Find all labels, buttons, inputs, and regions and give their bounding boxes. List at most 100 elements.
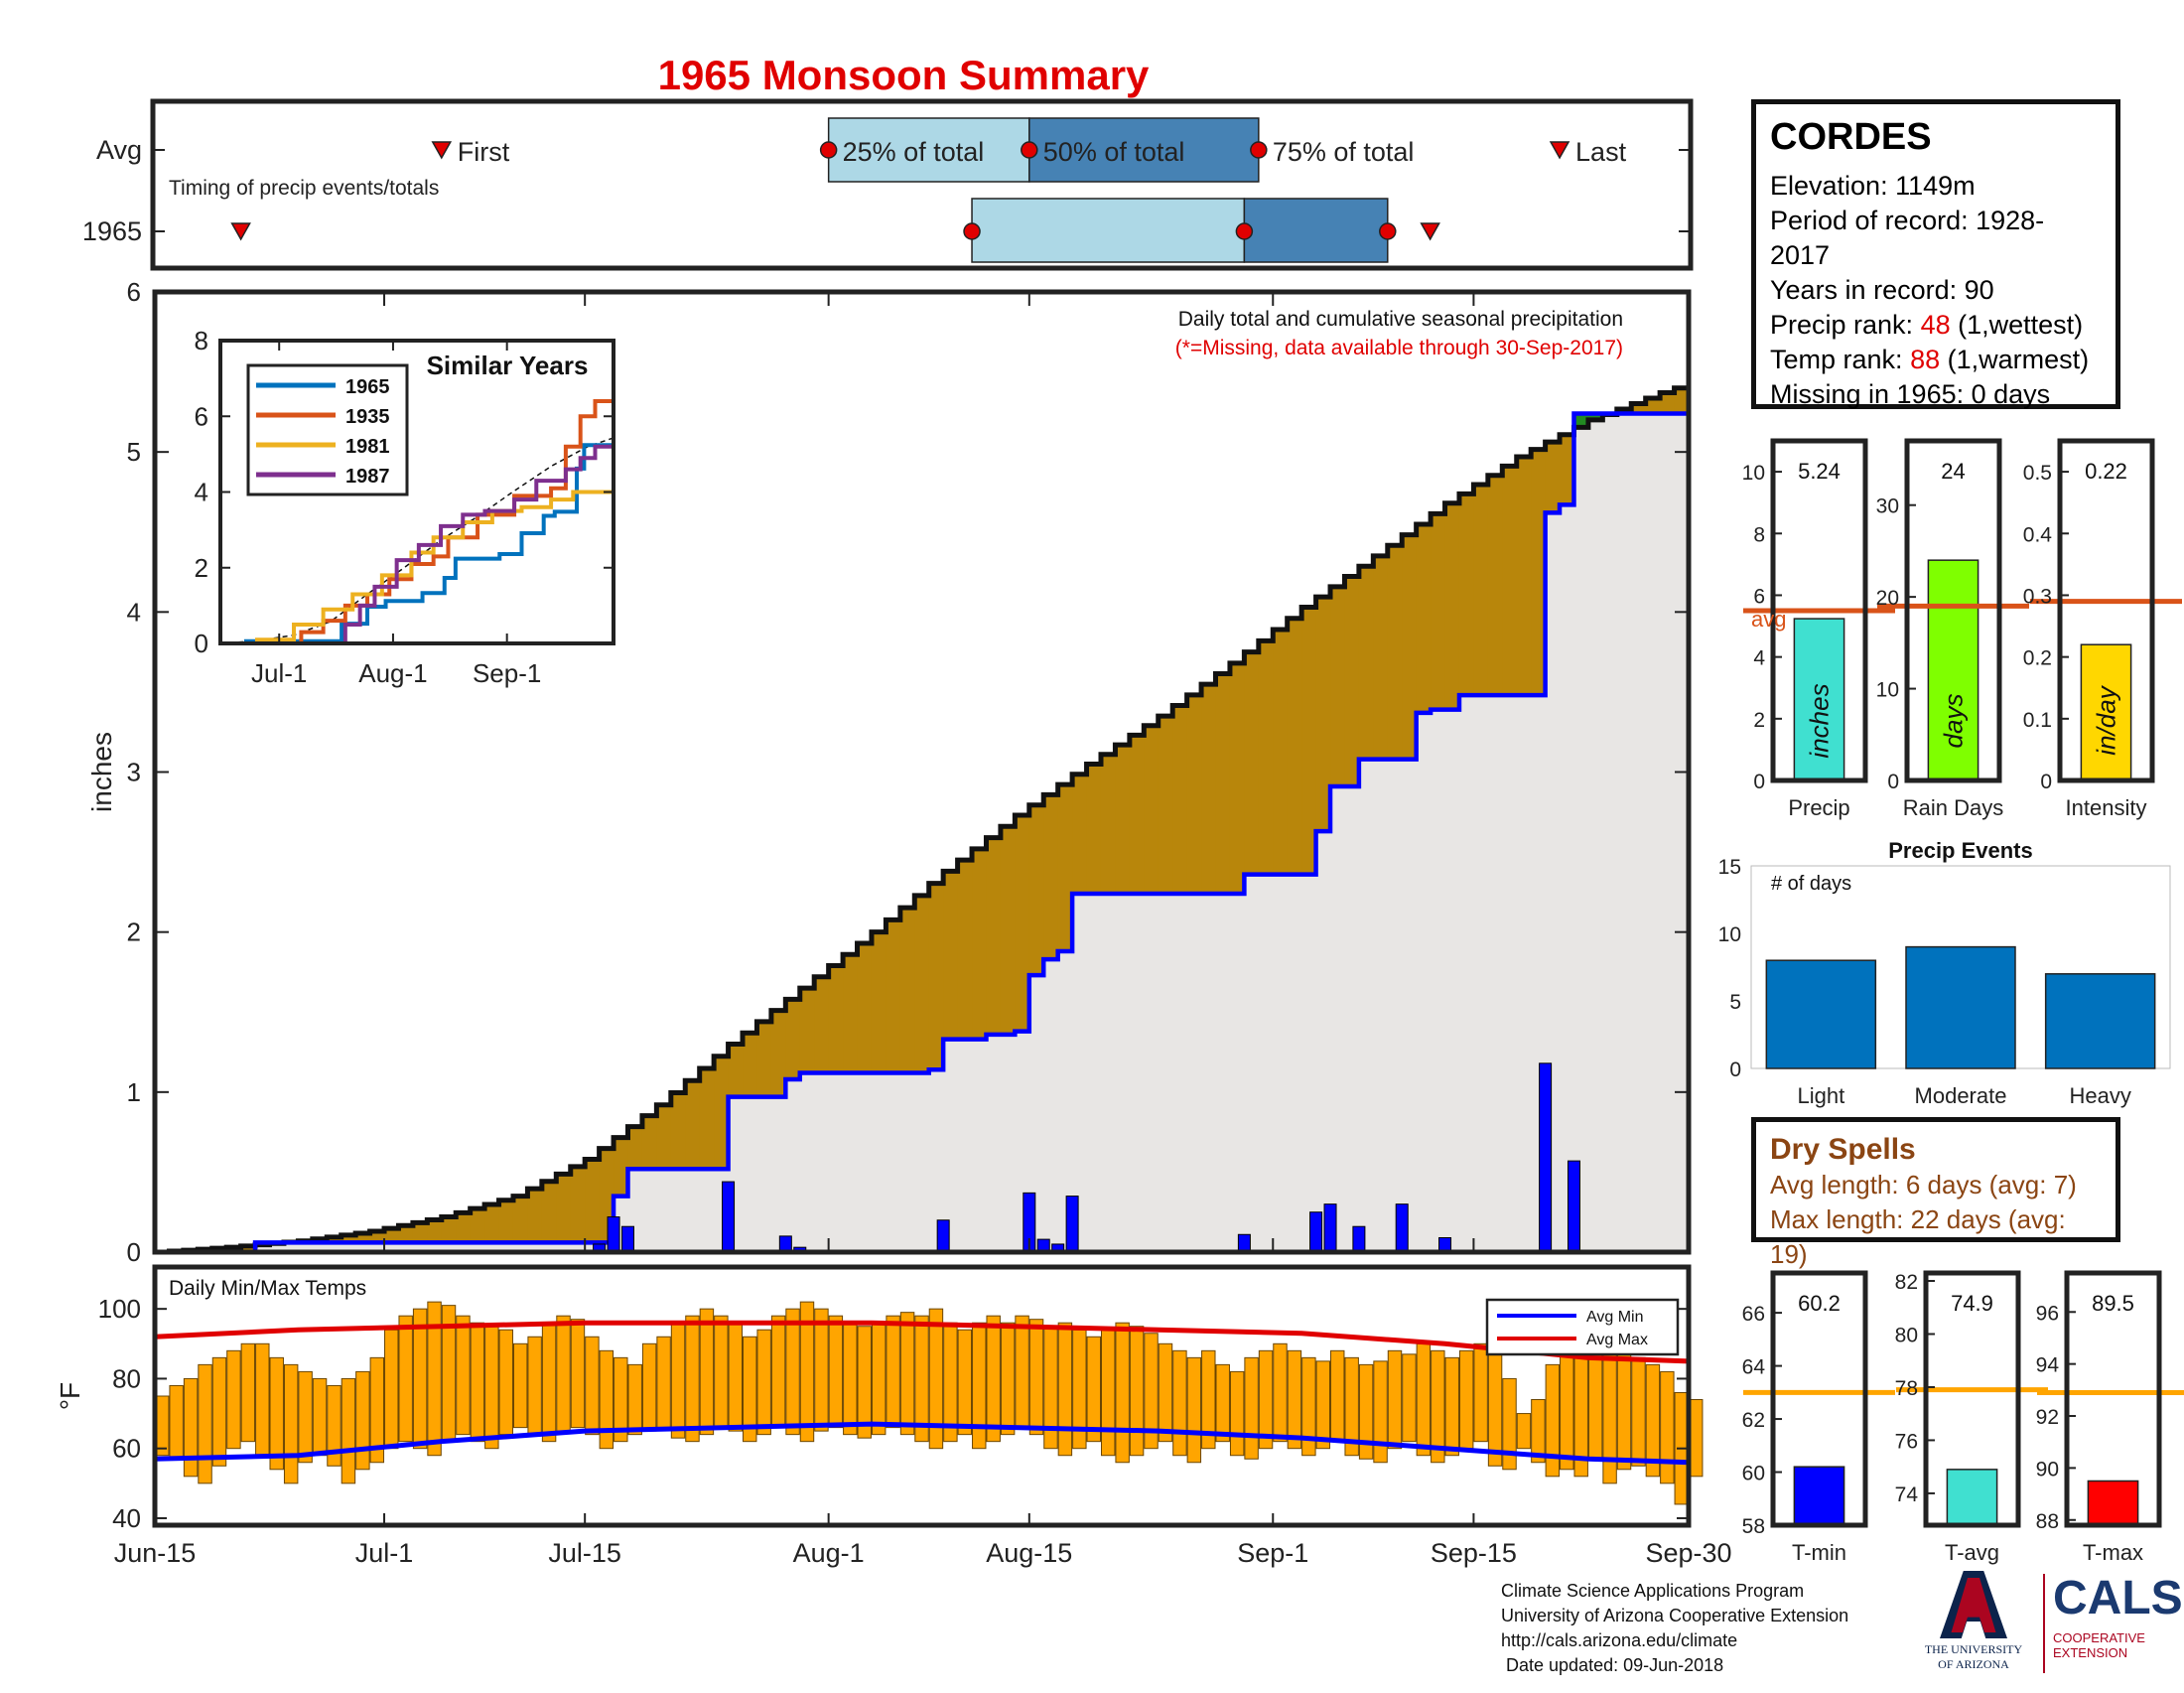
daily-precip-bar [1396,1204,1408,1252]
stat-xlabel: T-avg [1945,1540,1999,1565]
daily-temp-bar [571,1320,584,1428]
daily-temp-bar [973,1323,986,1448]
cum-annotation: Daily total and cumulative seasonal prec… [1178,308,1623,331]
daily-temp-bar [686,1316,699,1441]
stat-xlabel: Precip [1788,795,1849,820]
daily-temp-bar [1445,1357,1458,1455]
event-category-label: Light [1797,1083,1844,1108]
daily-precip-bar [723,1182,735,1252]
above-normal-deficit-fill [1473,485,1488,695]
avg-25-marker [821,142,837,158]
stat-value-label: 74.9 [1951,1291,1993,1316]
daily-temp-bar [299,1371,312,1462]
daily-temp-bar [915,1316,928,1441]
above-normal-deficit-fill [843,954,858,1072]
above-normal-deficit-fill [1159,716,1173,894]
stat-ytick-label: 30 [1876,495,1899,518]
above-normal-deficit-fill [1216,674,1231,894]
temps-legend-box [1487,1300,1678,1354]
stat-value-label: 24 [1941,459,1965,484]
above-normal-deficit-fill [1201,684,1216,894]
above-normal-deficit-fill [1072,775,1087,894]
above-normal-deficit-fill [1115,745,1130,894]
station-elevation: Elevation: 1149m [1770,169,2102,204]
footer-line1: Climate Science Applications Program [1501,1579,1848,1604]
above-normal-deficit-fill [1172,705,1187,894]
inset-legend-label-1987: 1987 [345,466,390,488]
year-timing-bar-25-50 [972,199,1244,262]
daily-temp-bar [657,1337,670,1427]
cum-missing-note: (*=Missing, data available through 30-Se… [1175,337,1623,359]
daily-precip-bar [1353,1226,1365,1252]
daily-temp-bar [844,1323,857,1434]
daily-temp-bar [170,1385,183,1459]
daily-temp-bar [1316,1361,1329,1449]
precip-rank-label: Precip rank: [1770,310,1921,340]
stat-ytick-label: 0 [2040,771,2052,793]
year-first-marker [232,223,250,239]
inset-title: Similar Years [427,351,589,380]
cals-logo: CALS COOPERATIVE EXTENSION [2053,1571,2172,1660]
events-ytick-label: 5 [1729,991,1741,1014]
above-normal-deficit-fill [513,1197,528,1243]
temp-rank-label: Temp rank: [1770,345,1910,374]
logo-divider [2043,1574,2045,1673]
daily-temp-bar [1288,1350,1300,1448]
stat-value-label: 5.24 [1798,459,1841,484]
above-normal-deficit-fill [571,1167,586,1242]
daily-temp-bar [1016,1316,1028,1427]
stat-ytick-label: 6 [1753,585,1765,608]
stat-ytick-label: 20 [1876,587,1899,610]
daily-temp-bar [1374,1361,1387,1463]
daily-temp-bar [600,1350,613,1448]
inset-legend-label-1965: 1965 [345,376,390,398]
inset-ytick-label: 8 [195,326,208,355]
dry-spells-title: Dry Spells [1770,1132,2102,1168]
daily-temp-bar [628,1364,641,1434]
above-normal-deficit-fill [943,871,958,1039]
legend-avg-min-label: Avg Min [1586,1309,1644,1326]
stat-avg-label: avg [1751,607,1786,632]
daily-temp-bar [1388,1350,1401,1448]
stat-ytick-label: 60 [1742,1463,1765,1485]
daily-temp-bar [1187,1357,1200,1462]
daily-temp-bar [1230,1371,1243,1455]
daily-temp-bar [771,1316,784,1427]
above-normal-deficit-fill [1230,663,1245,894]
stat-xlabel: Rain Days [1903,795,2003,820]
timing-row-label-avg: Avg [96,135,142,165]
cals-logo-line1: COOPERATIVE [2053,1630,2172,1645]
daily-temp-bar [513,1343,526,1427]
precip-rank-note: (1,wettest) [1951,310,2084,340]
year-last-marker [1422,223,1439,239]
event-category-label: Heavy [2069,1083,2130,1108]
above-normal-deficit-fill [1187,695,1202,894]
station-missing: Missing in 1965: 0 days [1770,377,2102,412]
above-normal-deficit-fill [1330,587,1345,786]
daily-temp-bar [284,1364,297,1482]
event-category-label: Moderate [1915,1083,2007,1108]
above-normal-deficit-fill [829,966,844,1073]
year-50-marker [1236,223,1252,239]
footer-line2: University of Arizona Cooperative Extens… [1501,1604,1848,1628]
daily-temp-bar [1245,1357,1258,1459]
temps-xtick-label: Jul-1 [355,1538,414,1568]
avg-first-marker [433,142,451,158]
inset-legend-label-1935: 1935 [345,406,390,428]
daily-precip-bar [1568,1161,1579,1252]
daily-temp-bar [786,1309,799,1434]
above-normal-deficit-fill [1273,630,1288,875]
daily-temp-bar [256,1343,269,1455]
temps-xtick-label: Sep-15 [1431,1538,1517,1568]
stat-unit-label: inches [1805,683,1835,758]
temps-xtick-label: Jul-15 [548,1538,621,1568]
above-normal-deficit-fill [1517,457,1532,695]
inset-xtick-label: Aug-1 [358,658,427,688]
dry-spells-max: Max length: 22 days (avg: 19) [1770,1202,2102,1272]
daily-temp-bar [1058,1323,1071,1456]
above-normal-deficit-fill [700,1068,715,1169]
footer-line4: Date updated: 09-Jun-2018 [1501,1653,1848,1678]
daily-temp-bar [1474,1343,1487,1441]
above-normal-deficit-fill [872,932,887,1073]
